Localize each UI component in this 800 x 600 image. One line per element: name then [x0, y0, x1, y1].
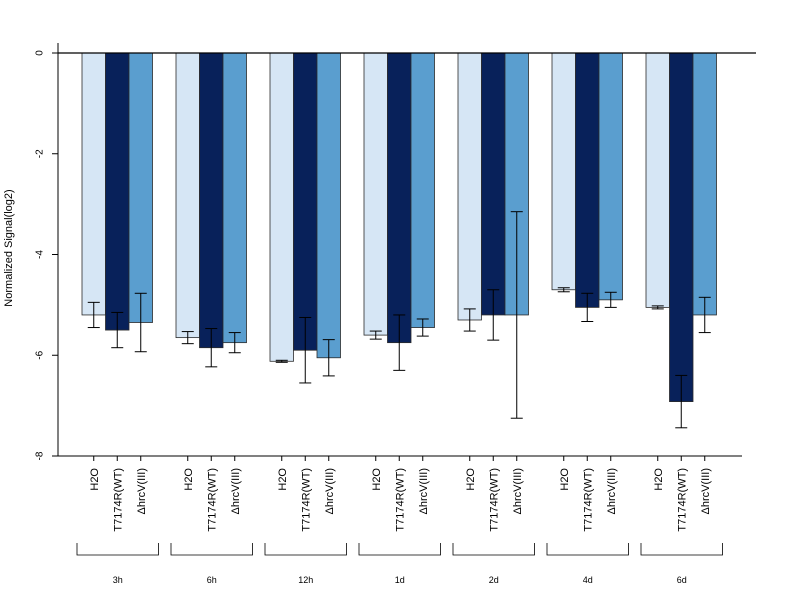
bar-6h-1	[175, 52, 200, 339]
error-bar	[205, 328, 218, 368]
error-bar	[369, 330, 382, 340]
bar-3h-1	[81, 52, 106, 316]
bar-label: T7174R(WT)	[112, 468, 124, 532]
bar-label: H2O	[277, 468, 289, 491]
group-bracket	[640, 543, 723, 556]
y-axis: 0 -2 -4 -6 -8	[35, 43, 59, 460]
y-tick-label: -8	[35, 451, 46, 460]
bar-6h-2	[199, 52, 224, 349]
bars	[81, 52, 717, 402]
group-brackets	[76, 543, 723, 556]
bar-label: ΔhrcV(III)	[512, 468, 524, 514]
error-bar	[510, 211, 523, 419]
group-bracket	[170, 543, 253, 556]
error-bar	[581, 292, 594, 322]
bar-2d-1	[457, 52, 482, 321]
bar-label: T7174R(WT)	[676, 468, 688, 532]
error-bar	[134, 292, 147, 353]
bar-label: H2O	[183, 468, 195, 491]
group-bracket	[358, 543, 441, 556]
bar-1d-3	[410, 52, 435, 328]
bar-1d-1	[363, 52, 388, 336]
y-tick-label: -6	[35, 350, 46, 359]
bar-label: T7174R(WT)	[394, 468, 406, 532]
bar-label: T7174R(WT)	[488, 468, 500, 532]
bar-2d-2	[481, 52, 506, 316]
bar-12h-3	[316, 52, 341, 359]
group-bracket	[76, 543, 159, 556]
bar-label: H2O	[653, 468, 665, 491]
bar-label: ΔhrcV(III)	[230, 468, 242, 514]
error-bar	[87, 301, 100, 329]
bar-label: ΔhrcV(III)	[700, 468, 712, 514]
bar-12h-1	[269, 52, 294, 362]
y-tick-label: -4	[35, 250, 46, 259]
bar-label: T7174R(WT)	[582, 468, 594, 532]
error-bar	[416, 318, 429, 337]
bar-label: H2O	[371, 468, 383, 491]
group-label-12h: 12h	[298, 575, 313, 585]
group-label-4d: 4d	[583, 575, 593, 585]
error-bar	[181, 331, 194, 345]
bar-4d-1	[551, 52, 576, 291]
bar-6d-3	[692, 52, 717, 316]
bar-4d-3	[598, 52, 623, 301]
bar-label: ΔhrcV(III)	[418, 468, 430, 514]
group-label-3h: 3h	[113, 575, 123, 585]
error-bar	[299, 316, 312, 384]
y-axis-label: Normalized Signal(log2)	[3, 189, 15, 306]
error-bar	[111, 311, 124, 349]
group-label-1d: 1d	[395, 575, 405, 585]
y-tick-label: 0	[35, 50, 46, 56]
bar-label: H2O	[465, 468, 477, 491]
error-bar	[228, 332, 241, 354]
group-label-6d: 6d	[677, 575, 687, 585]
bar-label: ΔhrcV(III)	[136, 468, 148, 514]
bar-1d-2	[387, 52, 412, 344]
error-bar	[322, 339, 335, 377]
bar-3h-2	[105, 52, 130, 331]
bar-6d-2	[669, 52, 694, 402]
bar-label: T7174R(WT)	[206, 468, 218, 532]
bar-label: H2O	[89, 468, 101, 491]
error-bar	[651, 305, 664, 310]
error-bar	[275, 359, 288, 363]
bar-4d-2	[575, 52, 600, 308]
error-bar	[698, 296, 711, 334]
bar-label: ΔhrcV(III)	[606, 468, 618, 514]
bar-6d-1	[645, 52, 670, 308]
error-bars	[87, 211, 711, 429]
error-bar	[393, 314, 406, 371]
group-bracket	[546, 543, 629, 556]
group-label-2d: 2d	[489, 575, 499, 585]
bar-label: ΔhrcV(III)	[324, 468, 336, 514]
bar-label: H2O	[559, 468, 571, 491]
error-bar	[557, 287, 570, 293]
bar-6h-3	[222, 52, 247, 344]
error-bar	[463, 308, 476, 332]
group-bracket	[264, 543, 347, 556]
bar-labels: H2O T7174R(WT) ΔhrcV(III) H2O T7174R(WT) Δhrc…	[89, 456, 712, 532]
error-bar	[487, 289, 500, 341]
group-labels: 3h 6h 12h 1d 2d 4d 6d	[113, 575, 687, 585]
error-bar	[675, 374, 688, 429]
bar-label: T7174R(WT)	[300, 468, 312, 532]
y-tick-label: -2	[35, 149, 46, 158]
error-bar	[604, 291, 617, 308]
bar-3h-3	[128, 52, 153, 323]
group-bracket	[452, 543, 535, 556]
group-label-6h: 6h	[207, 575, 217, 585]
bar-12h-2	[293, 52, 318, 351]
